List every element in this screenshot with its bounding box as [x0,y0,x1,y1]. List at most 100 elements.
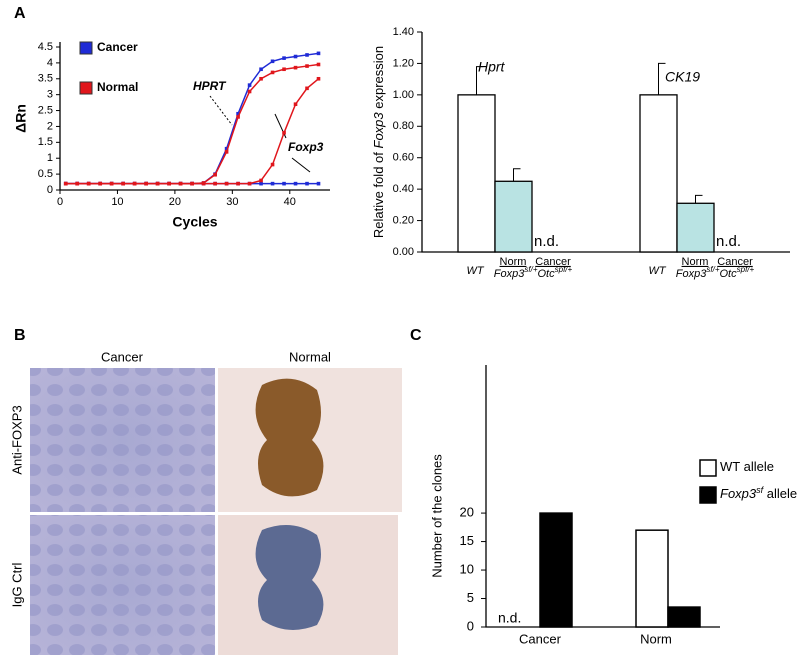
group-label: CK19 [665,69,700,85]
point [132,181,137,186]
annotation: Foxp3 [288,140,324,154]
legend-swatch [79,41,93,55]
point [167,181,171,186]
point [293,181,298,186]
point [121,181,125,186]
y-axis-label-part: Relative fold of [371,149,386,239]
group-label: Hprt [478,59,506,75]
category-label: Norm [500,256,527,268]
bar [635,529,669,628]
error-bar [513,168,521,182]
micrographs [30,368,402,655]
y-tick-label: 15 [460,533,474,548]
genotype-part: Foxp3 [676,268,707,280]
point [316,51,321,56]
point [247,89,252,94]
series-line [65,78,319,185]
legend-swatch [79,81,93,95]
legend-label: Normal [97,80,138,94]
point [316,76,321,81]
x-tick-label: 40 [284,196,296,208]
panel-label: C [410,327,422,344]
y-tick-label: 4 [47,57,53,69]
row-label: IgG Ctrl [9,563,24,608]
point [259,76,263,81]
legend-label-part: Foxp3 [720,486,757,501]
legend-label-part: allele [763,486,797,501]
point [259,178,263,183]
bar [676,202,715,253]
point [270,59,275,64]
y-tick-label: 1.00 [393,89,414,101]
point [190,181,194,186]
point [316,62,321,67]
error-bar [476,66,484,95]
genotype-part: sf/+ [706,265,719,274]
tissue [255,378,324,497]
column-label: Normal [289,349,331,364]
point [305,53,309,57]
point [247,181,252,186]
arrow [291,157,311,173]
image-texture [30,368,215,512]
point [282,131,286,135]
annotation: HPRT [193,79,227,93]
y-tick-label: 20 [460,505,474,520]
y-tick-label: 0.60 [393,152,414,164]
panel-label: A [14,5,26,22]
error-bar [658,62,666,95]
bar [639,94,678,253]
point [305,181,309,186]
bar [494,180,533,253]
y-tick-label: 0.80 [393,120,414,132]
point [259,67,263,72]
point [293,65,298,70]
point [305,64,309,68]
bar [667,606,701,628]
point [247,83,252,87]
point [270,70,275,75]
y-tick-label: 10 [460,561,474,576]
point [293,54,298,59]
x-tick-label: 10 [111,196,123,208]
x-tick-label: 0 [57,196,63,208]
legend-swatch [699,486,717,504]
point [213,172,217,177]
y-tick-label: 1 [47,152,53,164]
y-tick-label: 1.20 [393,57,414,69]
category-label: Cancer [535,256,571,268]
tissue [255,525,324,630]
point [236,115,240,119]
y-axis-label-part: Foxp3 [371,112,386,149]
point [270,162,275,167]
y-axis-label: ΔRn [13,104,29,133]
series-line [65,52,319,185]
legend-swatch [699,459,717,477]
y-tick-label: 2.5 [38,104,53,116]
y-tick-label: 1.40 [393,26,414,38]
point [178,181,183,186]
category-label: Cancer [519,631,562,646]
point [236,111,240,116]
point [213,181,217,186]
point [282,181,286,186]
legend-label-part: WT allele [720,459,774,474]
row-label: Anti-FOXP3 [9,405,24,474]
point [316,181,321,186]
genotype-part: spf/+ [737,265,755,274]
x-tick-label: 20 [169,196,181,208]
error-bar [695,194,703,204]
genotype-part: Otc [720,268,738,280]
category-label: Norm [640,631,672,646]
point [224,181,229,186]
point [155,181,160,186]
y-tick-label: 3 [47,89,53,101]
nd-label: n.d. [534,233,559,250]
y-tick-label: 0.00 [393,246,414,258]
point [282,56,286,60]
category-label: Cancer [717,256,753,268]
genotype-label: Foxp3sf/+Otcspf/+ [494,265,573,280]
point [201,181,206,186]
x-axis-label: Cycles [172,214,217,230]
